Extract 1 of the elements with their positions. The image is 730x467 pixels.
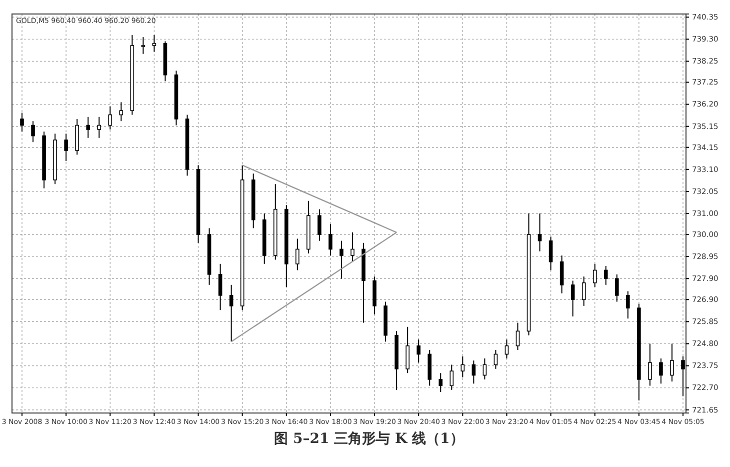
text: 图 5–21 三角形与 K 线（1）: [274, 431, 464, 447]
